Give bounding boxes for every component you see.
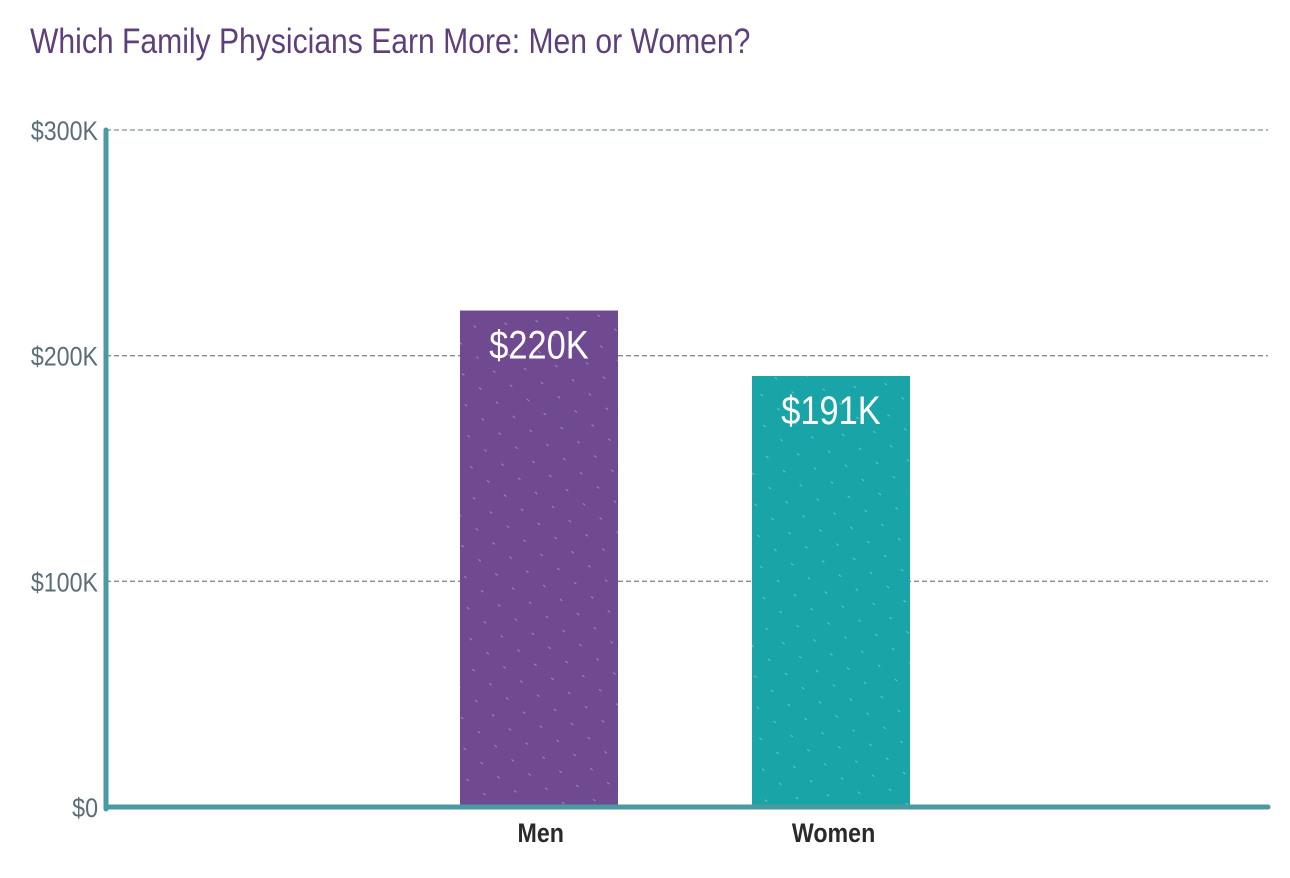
y-tick-label: $300K: [31, 116, 98, 146]
y-tick-label: $0: [72, 793, 98, 823]
bar-texture: [460, 310, 618, 807]
bar-texture: [752, 375, 910, 807]
chart-title: Which Family Physicians Earn More: Men o…: [30, 22, 751, 61]
y-tick-label: $100K: [31, 568, 98, 598]
data-label: $220K: [489, 322, 589, 367]
y-tick-label: $200K: [31, 342, 98, 372]
x-tick-label: Women: [792, 818, 875, 848]
x-tick-label: Men: [518, 818, 564, 848]
data-label: $191K: [781, 388, 881, 433]
